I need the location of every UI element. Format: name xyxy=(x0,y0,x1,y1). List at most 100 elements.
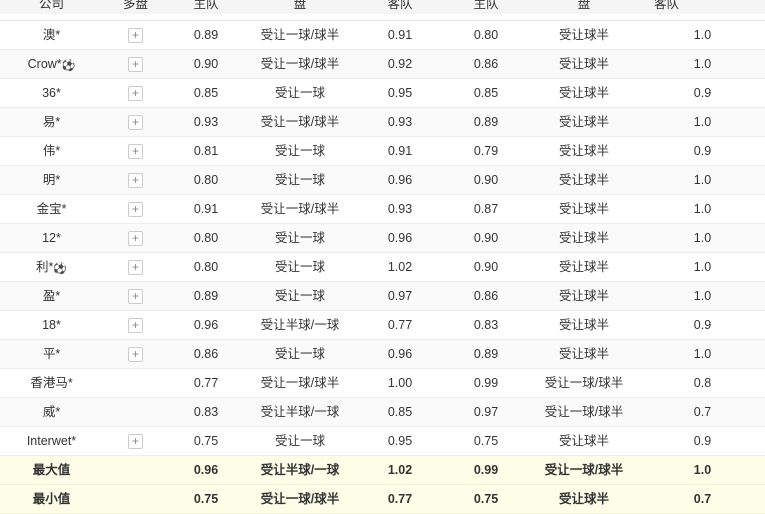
cell-away-odds-2: 1.0 xyxy=(693,231,712,245)
cell-home-odds-2: 0.83 xyxy=(473,318,499,332)
cell-expand[interactable]: + xyxy=(103,50,168,79)
cell-handicap-2: 受让一球/球半 xyxy=(544,405,624,419)
cell-handicap-2: 受让球半 xyxy=(558,260,609,274)
cell-handicap-1: 受让一球 xyxy=(274,434,325,448)
cell-away-odds-2: 1.0 xyxy=(693,289,712,303)
cell-handicap-2: 受让球半 xyxy=(558,57,609,71)
cell-away-odds-2: 1.0 xyxy=(693,260,712,274)
table-row[interactable]: 金宝* +0.91 受让一球/球半 0.93 0.87 受让球半 1.0 xyxy=(0,194,765,224)
cell-company[interactable]: 香港马* xyxy=(0,369,103,398)
cell-handicap-2: 受让球半 xyxy=(558,28,609,42)
cell-company[interactable]: 金宝* xyxy=(0,195,103,224)
table-row[interactable]: 明* +0.80 受让一球 0.96 0.90 受让球半 1.0 xyxy=(0,165,765,195)
cell-handicap-1: 受让一球/球半 xyxy=(260,28,340,42)
cell-expand[interactable]: + xyxy=(103,253,168,282)
cell-handicap-1: 受让一球/球半 xyxy=(260,57,340,71)
cell-handicap-2: 受让球半 xyxy=(558,492,609,506)
cell-expand[interactable]: + xyxy=(103,340,168,369)
table-row[interactable]: 香港马* +0.77 受让一球/球半 1.00 0.99 受让一球/球半 0.8 xyxy=(0,368,765,398)
expand-handicaps-button[interactable]: + xyxy=(128,202,143,218)
expand-handicaps-button[interactable]: + xyxy=(128,28,143,44)
cell-handicap-1: 受让半球/一球 xyxy=(260,463,340,477)
expand-handicaps-button[interactable]: + xyxy=(128,434,143,450)
cell-expand[interactable]: + xyxy=(103,79,168,108)
table-row[interactable]: 盈* +0.89 受让一球 0.97 0.86 受让球半 1.0 xyxy=(0,281,765,311)
cell-away-odds-1: 0.95 xyxy=(387,434,413,448)
cell-away-odds-2: 1.0 xyxy=(693,57,712,71)
cell-company[interactable]: 36* xyxy=(0,79,103,108)
column-header-home-odds-1[interactable]: 主队 xyxy=(168,0,244,15)
column-header-away-odds-2[interactable]: 客队 xyxy=(640,0,765,15)
cell-company[interactable]: 12* xyxy=(0,224,103,253)
cell-expand[interactable]: + xyxy=(103,398,168,427)
expand-handicaps-button[interactable]: + xyxy=(128,289,143,305)
cell-handicap-1: 受让一球/球半 xyxy=(260,115,340,129)
cell-expand[interactable]: + xyxy=(103,282,168,311)
table-row[interactable]: 澳* +0.89 受让一球/球半 0.91 0.80 受让球半 1.0 xyxy=(0,20,765,50)
table-row[interactable]: 36* +0.85 受让一球 0.95 0.85 受让球半 0.9 xyxy=(0,78,765,108)
table-row[interactable]: 18* +0.96 受让半球/一球 0.77 0.83 受让球半 0.9 xyxy=(0,310,765,340)
cell-expand[interactable]: + xyxy=(103,311,168,340)
expand-handicaps-button[interactable]: + xyxy=(128,57,143,73)
column-header-multi-handicap[interactable]: 多盘 xyxy=(103,0,168,15)
cell-company[interactable]: 利*⚽ xyxy=(0,253,103,282)
summary-row-min: 最小值 0.75 受让一球/球半 0.77 0.75 受让球半 0.7 xyxy=(0,484,765,514)
expand-handicaps-button[interactable]: + xyxy=(128,318,143,334)
cell-company[interactable]: 伟* xyxy=(0,137,103,166)
cell-handicap-1: 受让一球/球半 xyxy=(260,202,340,216)
table-row[interactable]: Crow*⚽ +0.90 受让一球/球半 0.92 0.86 受让球半 1.0 xyxy=(0,49,765,79)
column-header-home-odds-2[interactable]: 主队 xyxy=(444,0,528,15)
expand-handicaps-button[interactable]: + xyxy=(128,86,143,102)
cell-home-odds-2: 0.90 xyxy=(473,260,499,274)
cell-expand[interactable]: + xyxy=(103,21,168,50)
column-header-handicap-1[interactable]: 盘 xyxy=(244,0,356,15)
table-row[interactable]: 伟* +0.81 受让一球 0.91 0.79 受让球半 0.9 xyxy=(0,136,765,166)
cell-away-odds-1: 0.92 xyxy=(387,57,413,71)
expand-handicaps-button[interactable]: + xyxy=(128,231,143,247)
summary-row-max: 最大值 0.96 受让半球/一球 1.02 0.99 受让一球/球半 1.0 xyxy=(0,455,765,485)
cell-expand[interactable]: + xyxy=(103,137,168,166)
cell-company[interactable]: Interwet* xyxy=(0,427,103,456)
cell-away-odds-1: 1.00 xyxy=(387,376,413,390)
cell-expand[interactable]: + xyxy=(103,108,168,137)
column-header-handicap-2[interactable]: 盘 xyxy=(528,0,640,15)
cell-away-odds-1: 0.77 xyxy=(387,318,413,332)
table-row[interactable]: 平* +0.86 受让一球 0.96 0.89 受让球半 1.0 xyxy=(0,339,765,369)
table-header: 公司 多盘 主队 盘 客队 主队 盘 客队 xyxy=(0,0,765,21)
cell-expand[interactable]: + xyxy=(103,427,168,456)
expand-handicaps-button[interactable]: + xyxy=(128,115,143,131)
table-row[interactable]: 12* +0.80 受让一球 0.96 0.90 受让球半 1.0 xyxy=(0,223,765,253)
cell-company[interactable]: Crow*⚽ xyxy=(0,50,103,79)
cell-away-odds-2: 1.0 xyxy=(693,202,712,216)
column-header-away-odds-1[interactable]: 客队 xyxy=(356,0,444,15)
cell-home-odds-2: 0.75 xyxy=(473,492,499,506)
table-row[interactable]: 利*⚽ +0.80 受让一球 1.02 0.90 受让球半 1.0 xyxy=(0,252,765,282)
cell-company[interactable]: 平* xyxy=(0,340,103,369)
cell-expand[interactable]: + xyxy=(103,369,168,398)
cell-company[interactable]: 18* xyxy=(0,311,103,340)
table-row[interactable]: 易* +0.93 受让一球/球半 0.93 0.89 受让球半 1.0 xyxy=(0,107,765,137)
cell-away-odds-1: 1.02 xyxy=(387,260,413,274)
cell-handicap-1: 受让一球 xyxy=(274,289,325,303)
cell-company[interactable]: 易* xyxy=(0,108,103,137)
cell-handicap-1: 受让一球 xyxy=(274,86,325,100)
table-row[interactable]: Interwet* +0.75 受让一球 0.95 0.75 受让球半 0.9 xyxy=(0,426,765,456)
cell-company[interactable]: 盈* xyxy=(0,282,103,311)
cell-away-odds-1: 0.91 xyxy=(387,144,413,158)
cell-company[interactable]: 明* xyxy=(0,166,103,195)
cell-expand[interactable]: + xyxy=(103,195,168,224)
cell-away-odds-1: 0.85 xyxy=(387,405,413,419)
expand-handicaps-button[interactable]: + xyxy=(128,347,143,363)
cell-away-odds-2: 0.9 xyxy=(693,434,712,448)
expand-handicaps-button[interactable]: + xyxy=(128,173,143,189)
cell-away-odds-2: 0.9 xyxy=(693,318,712,332)
expand-handicaps-button[interactable]: + xyxy=(128,144,143,160)
cell-company[interactable]: 澳* xyxy=(0,21,103,50)
expand-handicaps-button[interactable]: + xyxy=(128,260,143,276)
cell-expand[interactable]: + xyxy=(103,224,168,253)
column-header-company[interactable]: 公司 xyxy=(0,0,103,15)
cell-company[interactable]: 威* xyxy=(0,398,103,427)
company-name: 盈* xyxy=(42,289,61,303)
table-row[interactable]: 威* +0.83 受让半球/一球 0.85 0.97 受让一球/球半 0.7 xyxy=(0,397,765,427)
cell-expand[interactable]: + xyxy=(103,166,168,195)
